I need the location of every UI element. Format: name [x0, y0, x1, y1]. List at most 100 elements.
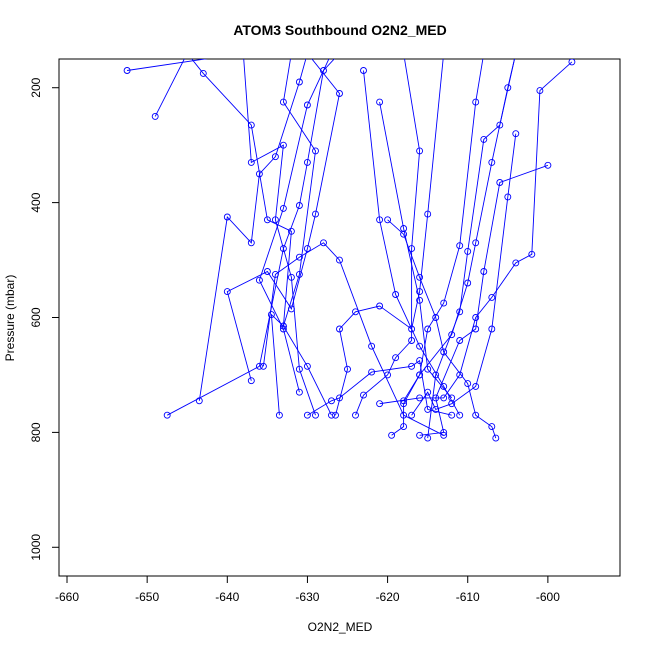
data-point	[456, 242, 464, 250]
data-point	[416, 342, 424, 350]
data-point	[263, 268, 271, 275]
data-point	[472, 98, 480, 106]
series-line-4	[198, 59, 307, 401]
data-point	[496, 121, 504, 129]
data-point	[344, 365, 351, 373]
data-point	[400, 225, 408, 232]
data-point	[416, 296, 424, 304]
data-point	[376, 302, 384, 310]
data-point	[504, 193, 512, 201]
data-point	[408, 337, 416, 344]
y-axis-label: Pressure (mbar)	[3, 275, 17, 362]
data-point	[481, 50, 487, 56]
data-point	[416, 288, 424, 296]
data-point	[295, 388, 303, 396]
series-line-5	[226, 59, 340, 381]
data-point	[303, 411, 311, 419]
data-point	[368, 342, 376, 350]
data-point	[400, 423, 408, 431]
data-point	[424, 388, 432, 396]
data-point	[424, 365, 432, 373]
series-line-16	[427, 59, 515, 439]
data-point	[496, 179, 504, 186]
x-tick-label: -630	[295, 590, 319, 604]
data-point	[184, 50, 190, 56]
data-point	[163, 411, 171, 419]
data-point	[328, 411, 335, 419]
data-point	[456, 411, 464, 419]
data-point	[303, 245, 311, 253]
data-point	[416, 147, 424, 155]
data-point	[247, 239, 255, 247]
data-point	[464, 247, 472, 255]
data-point	[223, 288, 231, 296]
data-point	[376, 400, 384, 408]
data-point	[279, 98, 287, 106]
series-line-8	[258, 59, 330, 393]
data-point	[472, 411, 480, 419]
data-point	[195, 397, 203, 405]
series-line-11	[355, 59, 421, 416]
data-point	[287, 273, 295, 281]
series-line-7	[262, 242, 444, 436]
data-point	[328, 397, 335, 405]
data-point	[464, 279, 472, 287]
data-point	[271, 216, 279, 224]
data-point	[255, 276, 263, 284]
data-point	[255, 170, 263, 178]
data-point	[512, 130, 520, 138]
data-point	[247, 377, 255, 385]
data-point	[304, 50, 310, 56]
series-line-6	[270, 59, 316, 416]
y-tick-label: 200	[29, 77, 43, 97]
x-tick-label: -640	[215, 590, 239, 604]
data-point	[456, 337, 464, 344]
data-point	[279, 325, 287, 333]
data-point	[512, 259, 520, 267]
data-point	[424, 405, 432, 413]
x-tick-label: -620	[376, 590, 400, 604]
series-line-15	[419, 164, 549, 436]
x-tick-label: -610	[456, 590, 480, 604]
data-point	[303, 101, 311, 109]
data-point	[295, 270, 303, 278]
data-point	[329, 50, 335, 56]
series-line-2	[154, 59, 332, 416]
data-point	[123, 67, 131, 74]
data-point	[440, 348, 448, 356]
data-point	[441, 50, 447, 56]
data-point	[267, 311, 275, 319]
data-point	[279, 204, 287, 212]
data-point	[336, 256, 343, 264]
data-point	[360, 391, 367, 399]
data-point	[424, 434, 432, 442]
series-line-17	[379, 61, 573, 405]
x-tick-label: -660	[55, 590, 79, 604]
data-point	[408, 362, 416, 370]
data-point	[376, 216, 384, 224]
data-point	[424, 210, 432, 218]
data-point	[472, 239, 480, 247]
data-point	[472, 382, 480, 390]
data-point	[432, 314, 440, 321]
data-point	[295, 365, 303, 373]
y-tick-label: 400	[29, 192, 43, 212]
data-point	[303, 158, 311, 166]
data-point	[312, 210, 319, 218]
x-tick-label: -650	[135, 590, 159, 604]
x-axis-label: O2N2_MED	[308, 620, 373, 634]
data-point	[332, 411, 339, 419]
data-point	[448, 394, 456, 402]
data-point	[424, 325, 432, 333]
data-point	[352, 308, 359, 316]
data-point	[536, 87, 544, 95]
data-point	[488, 293, 496, 301]
data-point	[408, 411, 416, 419]
data-point	[240, 50, 246, 56]
data-point	[464, 380, 472, 388]
x-tick-label: -600	[536, 590, 560, 604]
data-point	[513, 50, 519, 56]
data-point	[271, 270, 279, 278]
series-line-18	[387, 219, 497, 439]
